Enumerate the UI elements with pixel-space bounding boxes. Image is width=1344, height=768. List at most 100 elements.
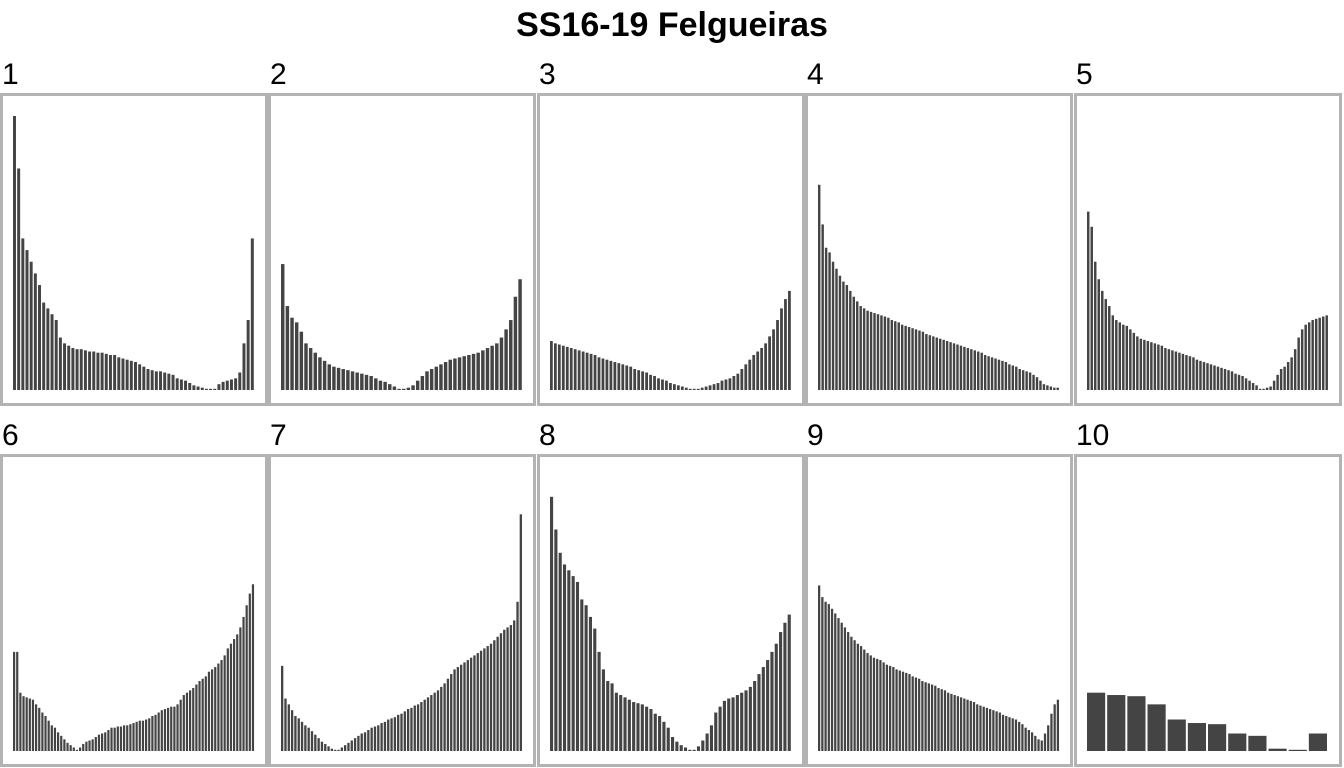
bar-p9-48 — [969, 700, 972, 751]
bar-p6-24 — [85, 741, 88, 751]
bar-p4-69 — [1053, 387, 1056, 390]
bar-p2-34 — [434, 366, 439, 390]
bar-p10-3 — [1127, 696, 1146, 751]
bar-p2-1 — [281, 264, 285, 390]
bar-p7-45 — [426, 697, 430, 751]
bar-p3-23 — [637, 370, 641, 390]
bar-p6-3 — [19, 692, 22, 751]
bar-p1-20 — [92, 351, 96, 390]
bar-p8-27 — [662, 721, 666, 751]
bar-p3-15 — [605, 359, 609, 390]
bar-p2-20 — [369, 376, 373, 390]
bar-p7-58 — [469, 657, 473, 751]
bar-p6-32 — [110, 727, 113, 751]
bar-p4-10 — [849, 290, 852, 390]
bar-p7-9 — [307, 727, 310, 751]
bar-p9-23 — [888, 665, 892, 751]
bar-p3-35 — [684, 387, 688, 390]
bar-p5-40 — [1223, 369, 1227, 390]
bar-p4-25 — [900, 324, 904, 390]
bar-p4-24 — [897, 322, 900, 390]
bar-p2-8 — [313, 352, 318, 390]
bar-p4-32 — [925, 334, 928, 390]
bar-p4-49 — [983, 355, 987, 390]
bar-p4-40 — [952, 343, 956, 390]
panel-plot-10 — [1087, 692, 1327, 751]
bar-p9-41 — [947, 692, 950, 751]
bar-p3-49 — [740, 369, 744, 390]
bar-p5-5 — [1101, 290, 1104, 390]
bar-p2-40 — [462, 356, 466, 390]
bar-p8-19 — [627, 699, 631, 751]
bar-p8-31 — [679, 745, 683, 751]
bar-p9-55 — [992, 710, 995, 751]
bar-p7-29 — [373, 726, 377, 751]
bar-p2-11 — [327, 364, 331, 390]
bar-p7-3 — [287, 704, 290, 751]
bar-p7-38 — [403, 711, 406, 751]
bar-p9-30 — [911, 676, 914, 751]
bar-p4-13 — [859, 306, 862, 390]
bar-p5-8 — [1111, 315, 1115, 390]
bar-p7-30 — [377, 725, 380, 751]
bar-p1-27 — [121, 358, 125, 390]
bar-p3-17 — [613, 362, 617, 390]
bar-p3-7 — [573, 349, 577, 390]
bar-p5-69 — [1325, 315, 1328, 390]
bar-p3-11 — [589, 353, 593, 390]
bar-p7-24 — [357, 735, 360, 751]
bar-p8-43 — [731, 697, 735, 751]
bar-p8-7 — [575, 581, 580, 751]
panel-5 — [1074, 93, 1342, 406]
bar-p1-3 — [21, 238, 25, 390]
bar-p3-8 — [577, 350, 581, 390]
bar-p7-41 — [413, 705, 416, 751]
bar-p8-21 — [636, 703, 640, 751]
bar-p6-44 — [148, 718, 151, 751]
bar-p7-31 — [380, 723, 383, 751]
bar-p7-56 — [463, 662, 466, 751]
bar-p4-45 — [970, 349, 973, 390]
bar-p6-27 — [94, 737, 97, 751]
bar-p3-47 — [732, 376, 736, 390]
bar-p6-15 — [57, 732, 60, 751]
bar-p5-65 — [1311, 320, 1314, 390]
bar-p2-36 — [443, 362, 448, 390]
bar-p4-42 — [959, 345, 963, 390]
bar-p2-12 — [332, 366, 336, 390]
bar-p7-64 — [489, 643, 493, 751]
bar-p1-22 — [100, 352, 104, 390]
bar-p5-39 — [1220, 367, 1223, 390]
bar-p3-42 — [712, 384, 716, 390]
bar-p2-27 — [402, 388, 406, 390]
bar-p2-19 — [364, 374, 369, 390]
bar-p10-10 — [1268, 748, 1287, 751]
bar-p1-34 — [150, 370, 154, 390]
bar-p8-45 — [740, 692, 744, 751]
bar-p1-44 — [192, 385, 196, 390]
bar-p6-68 — [223, 655, 226, 751]
bar-p4-2 — [821, 224, 824, 390]
bar-p9-5 — [830, 608, 834, 751]
bar-p4-5 — [831, 261, 835, 390]
bar-p8-30 — [675, 741, 679, 751]
bar-p7-33 — [387, 719, 390, 751]
bar-p9-75 — [1056, 699, 1060, 751]
bar-p9-22 — [885, 664, 889, 751]
bar-p10-11 — [1288, 749, 1307, 751]
bar-p9-46 — [963, 698, 966, 751]
bar-p5-50 — [1258, 388, 1262, 390]
bar-p8-5 — [567, 570, 571, 751]
bar-p2-52 — [518, 279, 522, 390]
bar-p7-66 — [496, 636, 499, 751]
bar-p6-11 — [44, 716, 47, 751]
bar-p1-53 — [229, 379, 233, 390]
bar-p3-1 — [550, 341, 553, 390]
bar-p4-27 — [907, 327, 911, 390]
panel-plot-6 — [13, 584, 255, 751]
bar-p1-15 — [71, 348, 75, 390]
bar-p6-1 — [13, 651, 16, 751]
bar-p6-71 — [233, 639, 236, 751]
bar-p7-26 — [363, 732, 367, 751]
bar-p5-15 — [1136, 336, 1139, 390]
